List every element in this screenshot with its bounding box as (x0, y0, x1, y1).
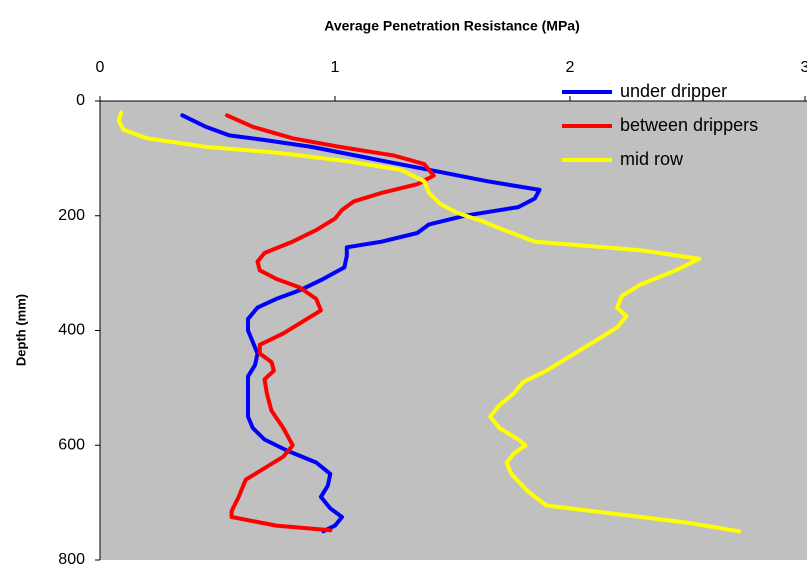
y-tick-label: 800 (58, 551, 85, 568)
y-tick-label: 600 (58, 436, 85, 453)
series-line (180, 113, 542, 534)
y-tick-label: 400 (58, 322, 85, 339)
chart-title: Average Penetration Resistance (MPa) (324, 18, 579, 34)
x-tick-label: 3 (801, 59, 807, 76)
legend-label: under dripper (620, 81, 727, 101)
y-tick-label: 0 (76, 92, 85, 109)
x-tick-label: 2 (566, 59, 575, 76)
y-axis-title: Depth (mm) (13, 294, 28, 366)
legend-label: between drippers (620, 115, 758, 135)
x-tick-label: 0 (96, 59, 105, 76)
y-tick-label: 200 (58, 207, 85, 224)
plot-area (100, 101, 807, 560)
x-tick-label: 1 (331, 59, 340, 76)
legend-label: mid row (620, 149, 684, 169)
series-line (116, 110, 742, 534)
